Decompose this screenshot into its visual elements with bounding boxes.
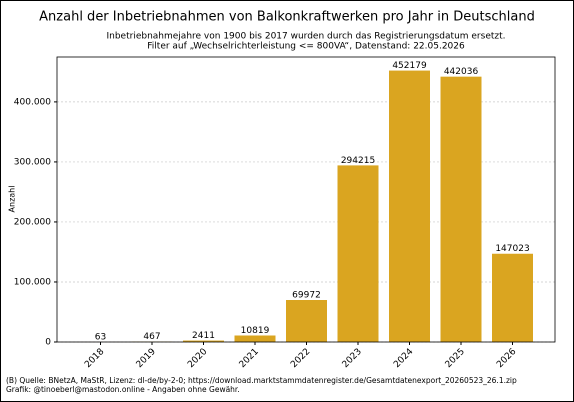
y-axis-label: Anzahl: [8, 186, 17, 213]
bar: [286, 299, 327, 342]
bar: [183, 340, 224, 342]
chart-title: Anzahl der Inbetriebnahmen von Balkonkra…: [39, 10, 535, 25]
y-tick-label: 200.000: [14, 217, 51, 227]
value-label: 10819: [241, 326, 270, 336]
value-label: 442036: [444, 67, 479, 77]
y-tick-label: 300.000: [14, 157, 51, 167]
footer: (B) Quelle: BNetzA, MaStR, Lizenz: dl-de…: [6, 376, 517, 385]
bar: [440, 76, 482, 342]
value-label: 63: [95, 332, 106, 342]
bar: [492, 253, 533, 342]
plot-frame: [56, 56, 556, 343]
value-label: 467: [143, 332, 160, 342]
bar: [337, 165, 379, 342]
value-label: 69972: [292, 290, 321, 300]
value-label: 147023: [495, 244, 529, 254]
value-label: 2411: [192, 331, 215, 341]
footer: Grafik: @tinoeberl@mastodon.online - Ang…: [6, 385, 240, 394]
y-tick-label: 100.000: [14, 277, 51, 287]
subtitle: Filter auf „Wechselrichterleistung <= 80…: [147, 42, 465, 52]
subtitle: Inbetriebnahmejahre von 1900 bis 2017 wu…: [106, 32, 505, 42]
y-tick-label: 0: [45, 338, 51, 348]
value-label: 294215: [341, 156, 375, 166]
bar: [389, 70, 430, 342]
value-label: 452179: [392, 61, 427, 71]
y-tick-label: 400.000: [14, 97, 51, 107]
bar: [234, 335, 276, 342]
